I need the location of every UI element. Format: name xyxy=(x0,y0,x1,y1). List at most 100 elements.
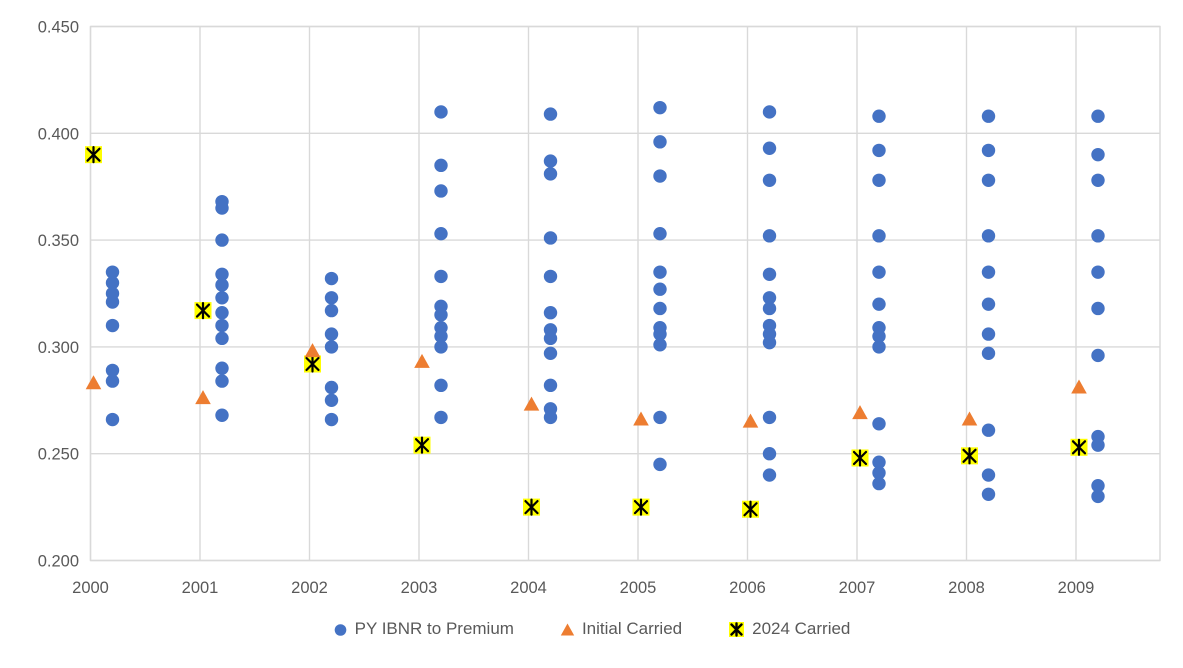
data-point-py-ibnr[interactable] xyxy=(653,338,667,352)
data-point-py-ibnr[interactable] xyxy=(762,267,777,281)
data-point-py-ibnr[interactable] xyxy=(762,301,777,316)
data-point-2024-carried[interactable] xyxy=(194,301,212,320)
data-point-py-ibnr[interactable] xyxy=(434,308,448,322)
data-point-initial-carried[interactable] xyxy=(961,411,978,426)
data-point-py-ibnr[interactable] xyxy=(762,447,777,461)
data-point-py-ibnr[interactable] xyxy=(762,410,777,425)
data-point-py-ibnr[interactable] xyxy=(105,412,120,427)
data-point-py-ibnr[interactable] xyxy=(105,276,120,290)
data-point-2024-carried[interactable] xyxy=(85,146,102,164)
data-point-py-ibnr[interactable] xyxy=(434,105,448,119)
data-point-py-ibnr[interactable] xyxy=(1091,229,1105,243)
data-point-py-ibnr[interactable] xyxy=(543,346,558,361)
data-point-py-ibnr[interactable] xyxy=(543,167,558,181)
data-point-py-ibnr[interactable] xyxy=(215,267,229,281)
data-point-py-ibnr[interactable] xyxy=(872,340,886,354)
data-point-py-ibnr[interactable] xyxy=(1091,489,1105,504)
data-point-py-ibnr[interactable] xyxy=(1091,173,1105,187)
data-point-py-ibnr[interactable] xyxy=(872,173,886,187)
data-point-py-ibnr[interactable] xyxy=(872,297,886,311)
data-point-py-ibnr[interactable] xyxy=(653,265,667,279)
data-point-2024-carried[interactable] xyxy=(304,355,321,373)
data-point-2024-carried[interactable] xyxy=(523,498,540,516)
data-point-py-ibnr[interactable] xyxy=(653,226,667,241)
data-point-py-ibnr[interactable] xyxy=(981,487,996,501)
data-point-py-ibnr[interactable] xyxy=(324,393,339,407)
data-point-py-ibnr[interactable] xyxy=(653,169,667,183)
data-point-py-ibnr[interactable] xyxy=(543,306,558,320)
data-point-py-ibnr[interactable] xyxy=(324,291,339,305)
data-point-py-ibnr[interactable] xyxy=(543,154,558,168)
data-point-py-ibnr[interactable] xyxy=(762,105,777,119)
data-point-py-ibnr[interactable] xyxy=(215,318,229,333)
data-point-py-ibnr[interactable] xyxy=(762,141,777,155)
data-point-py-ibnr[interactable] xyxy=(872,109,886,123)
data-point-py-ibnr[interactable] xyxy=(981,327,996,341)
data-point-initial-carried[interactable] xyxy=(195,390,211,405)
data-point-py-ibnr[interactable] xyxy=(434,226,448,241)
data-point-py-ibnr[interactable] xyxy=(324,412,339,427)
data-point-py-ibnr[interactable] xyxy=(1091,438,1105,452)
data-point-py-ibnr[interactable] xyxy=(981,297,996,311)
data-point-py-ibnr[interactable] xyxy=(215,233,229,247)
data-point-py-ibnr[interactable] xyxy=(1091,479,1105,493)
data-point-initial-carried[interactable] xyxy=(1071,379,1087,394)
data-point-py-ibnr[interactable] xyxy=(872,476,886,491)
data-point-py-ibnr[interactable] xyxy=(1091,147,1105,162)
legend-item-py-ibnr-to-premium[interactable]: PY IBNR to Premium xyxy=(333,619,514,639)
data-point-py-ibnr[interactable] xyxy=(981,468,996,482)
data-point-py-ibnr[interactable] xyxy=(434,269,448,284)
data-point-py-ibnr[interactable] xyxy=(105,318,120,333)
data-point-2024-carried[interactable] xyxy=(851,449,869,467)
data-point-py-ibnr[interactable] xyxy=(543,231,558,245)
data-point-initial-carried[interactable] xyxy=(852,405,868,420)
data-point-py-ibnr[interactable] xyxy=(653,282,667,296)
data-point-py-ibnr[interactable] xyxy=(434,329,448,343)
data-point-initial-carried[interactable] xyxy=(633,411,649,426)
data-point-py-ibnr[interactable] xyxy=(434,410,448,425)
data-point-py-ibnr[interactable] xyxy=(324,327,339,341)
data-point-py-ibnr[interactable] xyxy=(1091,301,1105,316)
data-point-py-ibnr[interactable] xyxy=(434,184,448,198)
data-point-py-ibnr[interactable] xyxy=(653,301,667,316)
data-point-py-ibnr[interactable] xyxy=(324,303,339,318)
data-point-py-ibnr[interactable] xyxy=(105,295,120,309)
data-point-py-ibnr[interactable] xyxy=(981,265,996,279)
data-point-py-ibnr[interactable] xyxy=(434,340,448,354)
data-point-py-ibnr[interactable] xyxy=(762,335,777,350)
data-point-py-ibnr[interactable] xyxy=(215,331,229,346)
data-point-py-ibnr[interactable] xyxy=(762,173,777,187)
data-point-py-ibnr[interactable] xyxy=(543,331,558,346)
data-point-py-ibnr[interactable] xyxy=(543,269,558,284)
data-point-2024-carried[interactable] xyxy=(1070,438,1088,456)
data-point-py-ibnr[interactable] xyxy=(215,291,229,305)
data-point-py-ibnr[interactable] xyxy=(872,229,886,243)
data-point-initial-carried[interactable] xyxy=(85,375,102,390)
data-point-py-ibnr[interactable] xyxy=(324,271,339,286)
data-point-py-ibnr[interactable] xyxy=(653,327,667,341)
data-point-py-ibnr[interactable] xyxy=(324,380,339,395)
data-point-py-ibnr[interactable] xyxy=(653,410,667,425)
data-point-py-ibnr[interactable] xyxy=(981,346,996,361)
data-point-py-ibnr[interactable] xyxy=(872,417,886,431)
data-point-2024-carried[interactable] xyxy=(961,447,978,465)
data-point-py-ibnr[interactable] xyxy=(1091,109,1105,123)
data-point-py-ibnr[interactable] xyxy=(434,158,448,173)
data-point-py-ibnr[interactable] xyxy=(653,135,667,149)
data-point-2024-carried[interactable] xyxy=(632,498,650,516)
data-point-py-ibnr[interactable] xyxy=(981,109,996,123)
data-point-py-ibnr[interactable] xyxy=(215,278,229,292)
data-point-py-ibnr[interactable] xyxy=(434,378,448,393)
data-point-py-ibnr[interactable] xyxy=(762,229,777,243)
data-point-2024-carried[interactable] xyxy=(742,500,759,518)
data-point-py-ibnr[interactable] xyxy=(981,423,996,437)
legend-item-2024-carried[interactable]: 2024 Carried xyxy=(728,619,850,639)
data-point-py-ibnr[interactable] xyxy=(215,361,229,375)
data-point-py-ibnr[interactable] xyxy=(215,201,229,215)
data-point-2024-carried[interactable] xyxy=(413,436,431,454)
data-point-py-ibnr[interactable] xyxy=(215,306,229,320)
data-point-py-ibnr[interactable] xyxy=(105,374,120,388)
data-point-py-ibnr[interactable] xyxy=(872,466,886,480)
data-point-py-ibnr[interactable] xyxy=(543,378,558,393)
data-point-py-ibnr[interactable] xyxy=(1091,348,1105,363)
